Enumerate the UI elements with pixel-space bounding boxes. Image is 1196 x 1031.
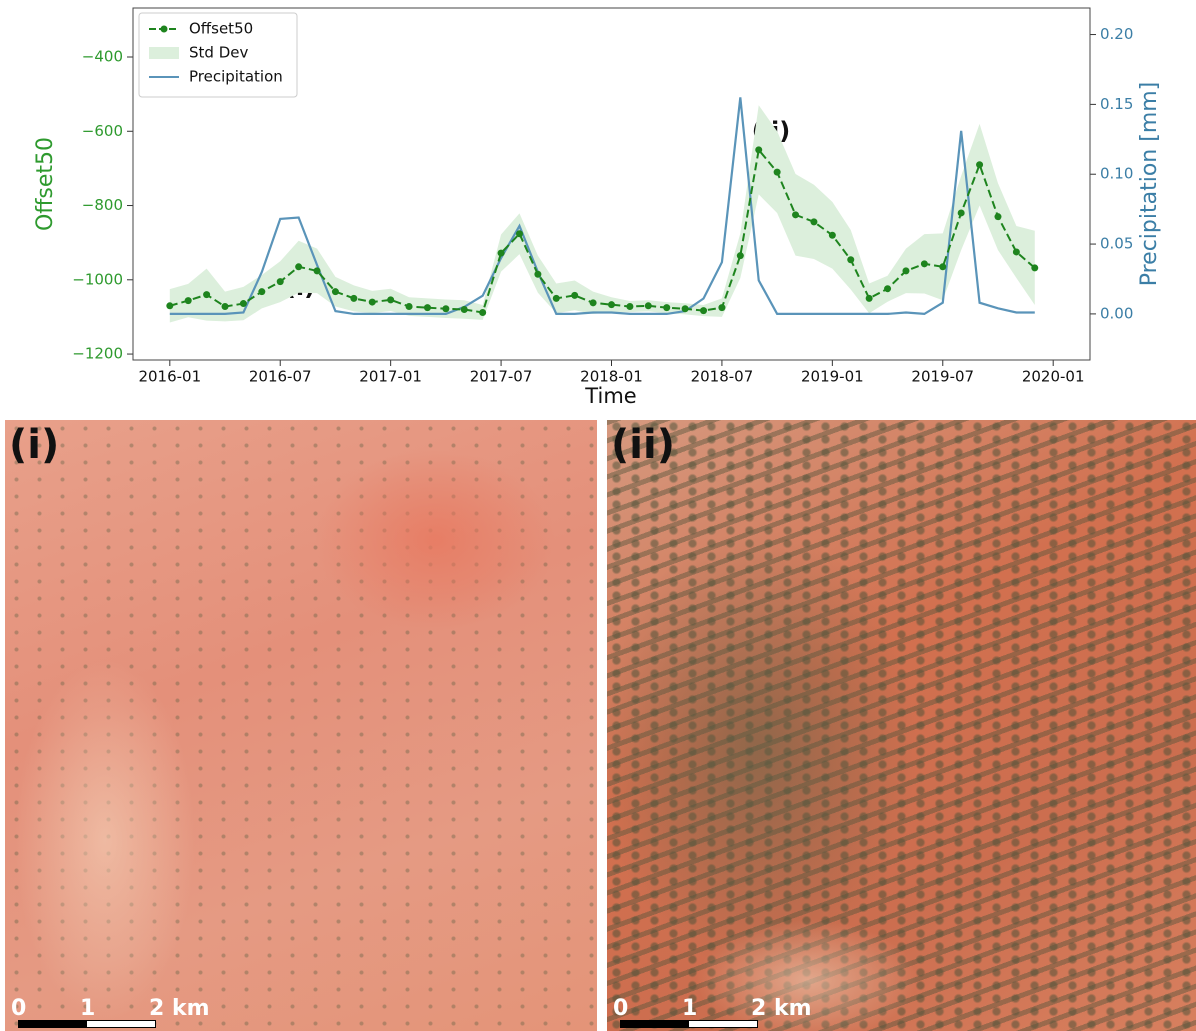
offset-point <box>589 299 597 307</box>
scale-label: 2 km <box>751 996 812 1021</box>
x-tick-label: 2019-01 <box>801 368 864 386</box>
offset-point <box>350 294 358 302</box>
scale-label: 0 <box>11 996 27 1021</box>
y2-tick-label: 0.20 <box>1100 25 1133 43</box>
x-tick-label: 2018-01 <box>580 368 643 386</box>
y2-tick-label: 0.15 <box>1100 95 1133 113</box>
x-tick-label: 2016-01 <box>138 368 201 386</box>
legend-label: Offset50 <box>189 20 253 38</box>
plot-frame <box>132 7 1091 361</box>
offset-point <box>939 263 947 271</box>
x-tick-label: 2017-01 <box>359 368 422 386</box>
y-tick-label: −1000 <box>72 270 123 288</box>
offset-point <box>718 304 726 312</box>
offset-point <box>644 302 652 310</box>
offset-point <box>608 301 615 309</box>
y2-axis-label: Precipitation [mm] <box>1137 82 1162 287</box>
offset-point <box>810 218 818 226</box>
offset-point <box>828 231 836 239</box>
offset-point <box>736 252 744 260</box>
x-tick-label: 2017-07 <box>470 368 533 386</box>
chart: (i) (ii) Time Offset50 Precipitation [mm… <box>33 7 1162 408</box>
offset-point <box>479 308 487 316</box>
x-tick-label: 2020-01 <box>1022 368 1085 386</box>
offset-point <box>976 161 984 169</box>
x-tick-label: 2018-07 <box>691 368 754 386</box>
legend-label: Precipitation <box>189 68 283 86</box>
offset-point <box>276 278 284 286</box>
panel-label: (ii) <box>611 422 675 468</box>
precip-line <box>169 97 1035 316</box>
offset-point <box>663 304 671 312</box>
offset-point <box>368 298 376 306</box>
offset-point <box>405 303 413 311</box>
offset-point <box>755 146 763 154</box>
scale-bar <box>86 1020 156 1028</box>
image-panel: (ii) 0 1 2 km <box>607 420 1196 1031</box>
offset-point <box>847 256 855 264</box>
x-tick-label: 2016-07 <box>249 368 312 386</box>
scale-label: 1 <box>682 996 698 1021</box>
offset-point <box>534 270 542 278</box>
y-axis-label: Offset50 <box>33 137 58 231</box>
offset-point <box>902 267 910 275</box>
offset-point <box>700 307 708 315</box>
offset-point <box>184 297 192 305</box>
offset-point <box>920 260 928 268</box>
std-band <box>169 105 1035 323</box>
scale-label: 1 <box>80 996 96 1021</box>
offset-point <box>203 291 211 299</box>
offset-point <box>258 288 266 296</box>
offset-point <box>1012 248 1020 256</box>
offset-point <box>515 230 523 238</box>
offset-point <box>166 302 174 310</box>
offset-point <box>681 305 689 313</box>
offset-point <box>865 294 873 302</box>
x-axis-label: Time <box>584 384 636 408</box>
offset-point <box>221 303 229 311</box>
y-tick-label: −400 <box>82 48 123 66</box>
offset-point <box>884 285 892 293</box>
scale-label: 2 km <box>149 996 210 1021</box>
offset-point <box>792 211 800 219</box>
scale-bar <box>620 1020 690 1028</box>
offset-point <box>295 263 303 271</box>
offset-point <box>552 294 560 302</box>
image-panel: (i) 0 1 2 km <box>5 420 597 1031</box>
offset-point <box>626 303 634 311</box>
offset-point <box>239 300 247 308</box>
scale-bar <box>18 1020 88 1028</box>
legend-marker <box>160 25 168 33</box>
offset-point <box>387 296 395 304</box>
offset-point <box>957 209 965 217</box>
panel-label: (i) <box>9 422 60 468</box>
offset-point <box>460 306 468 314</box>
legend-label: Std Dev <box>189 44 248 62</box>
legend-swatch <box>149 47 179 59</box>
offset-point <box>994 213 1002 221</box>
y-tick-label: −1200 <box>72 345 123 363</box>
y2-tick-label: 0.00 <box>1100 304 1133 322</box>
y2-tick-label: 0.05 <box>1100 235 1133 253</box>
offset-point <box>1031 264 1039 272</box>
offset-point <box>313 267 321 275</box>
offset-point <box>497 249 505 257</box>
scale-label: 0 <box>613 996 629 1021</box>
offset-point <box>331 288 339 296</box>
offset-point <box>773 168 781 176</box>
offset-point <box>423 304 431 312</box>
offset-point <box>571 291 579 299</box>
y2-tick-label: 0.10 <box>1100 165 1133 183</box>
offset-point <box>442 305 450 313</box>
y-tick-label: −800 <box>82 196 123 214</box>
y-tick-label: −600 <box>82 122 123 140</box>
scale-bar <box>688 1020 758 1028</box>
x-tick-label: 2019-07 <box>911 368 974 386</box>
